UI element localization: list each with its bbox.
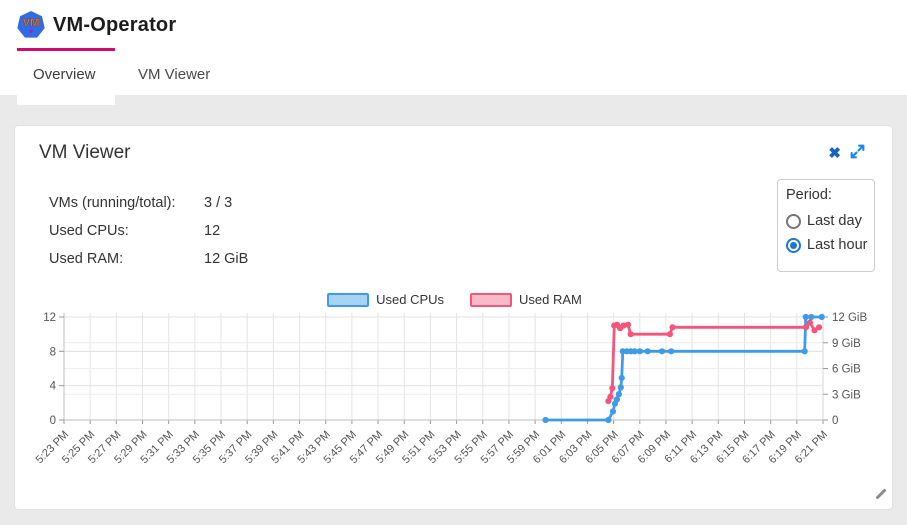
tab-overview-highlight [17,48,115,105]
vm-viewer-card: VM Viewer ✖ VMs (running/total): 3 / 3 U… [14,125,893,510]
stat-label: Used RAM: [49,251,124,267]
radio-label: Last hour [807,237,868,253]
maximize-icon[interactable] [849,143,866,164]
stat-value: 12 GiB [204,251,249,267]
card-title: VM Viewer [39,142,131,163]
ram-swatch-icon [470,292,513,307]
period-label: Period: [786,187,832,203]
resize-handle-icon[interactable] [874,487,888,506]
period-radio-last-day[interactable]: Last day [786,209,866,233]
app-header: VM VM-Operator Overview VM Viewer [0,0,907,105]
app-title: VM-Operator [53,13,177,36]
period-radio-last-hour[interactable]: Last hour [786,233,868,257]
logo-vm-text: VM [23,17,40,29]
cpus-swatch-icon [327,292,370,307]
brand: VM VM-Operator [16,10,176,40]
stat-label: VMs (running/total): [49,195,176,211]
stat-row-vms: VMs (running/total): 3 / 3 [49,189,248,217]
period-selector: Period: Last day Last hour [777,179,875,272]
svg-text:3 GiB: 3 GiB [832,389,861,401]
tab-overview[interactable]: Overview [33,66,96,83]
legend-label: Used CPUs [376,292,445,307]
legend-item-cpus: Used CPUs [327,292,444,307]
usage-line-chart: 5:23 PM5:25 PM5:27 PM5:29 PM5:31 PM5:33 … [34,312,868,466]
radio-icon[interactable] [786,213,801,229]
stat-label: Used CPUs: [49,223,129,239]
chart-legend: Used CPUs Used RAM [15,292,894,307]
close-icon[interactable]: ✖ [828,145,841,162]
stats-block: VMs (running/total): 3 / 3 Used CPUs: 12… [49,189,248,273]
svg-text:9 GiB: 9 GiB [832,338,861,350]
radio-icon[interactable] [786,237,801,253]
vm-operator-logo-icon: VM [17,10,45,38]
svg-text:4: 4 [50,381,57,393]
stat-row-ram: Used RAM: 12 GiB [49,245,248,273]
legend-label: Used RAM [519,292,582,307]
svg-text:6 GiB: 6 GiB [832,364,861,376]
svg-text:0: 0 [832,415,838,427]
stat-row-cpus: Used CPUs: 12 [49,217,248,245]
svg-text:12: 12 [43,312,56,324]
legend-item-ram: Used RAM [470,292,582,307]
svg-text:0: 0 [50,415,56,427]
svg-text:12 GiB: 12 GiB [832,312,867,324]
radio-label: Last day [807,213,862,229]
stat-value: 12 [204,223,221,239]
tab-vm-viewer[interactable]: VM Viewer [138,66,211,83]
stat-value: 3 / 3 [204,195,233,211]
svg-text:8: 8 [50,346,56,358]
